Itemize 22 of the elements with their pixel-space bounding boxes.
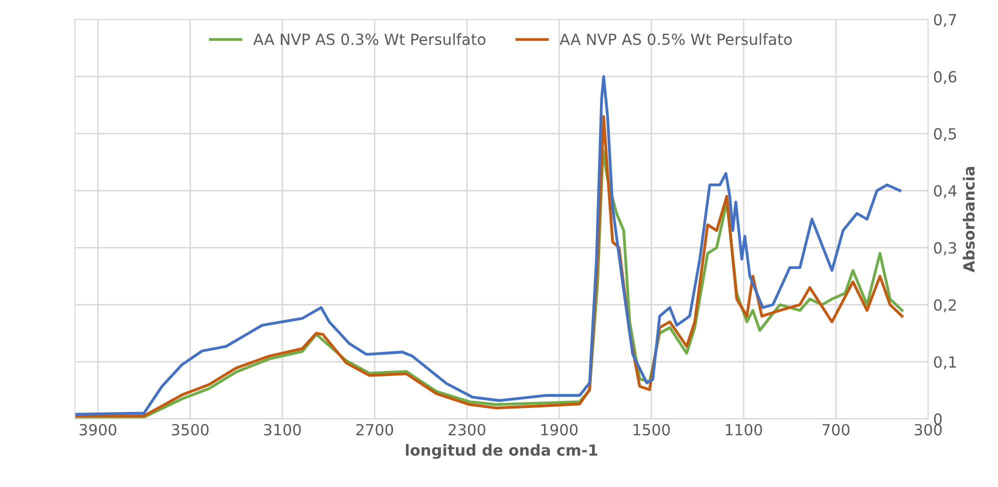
x-tick-label: 2300 — [448, 424, 486, 436]
y-tick-label: 0,6 — [934, 70, 956, 84]
y-tick-label: 0,7 — [934, 14, 956, 28]
x-tick-label: 1900 — [541, 424, 578, 436]
legend-label: AA NVP AS 0.5% Wt Persulfato — [560, 33, 792, 46]
y-axis-title: Absorbancia — [962, 167, 975, 272]
y-tick-label: 0,4 — [934, 185, 956, 198]
x-tick-label: 700 — [822, 424, 850, 436]
x-tick-label: 2700 — [356, 424, 394, 436]
x-tick-label: 1500 — [634, 424, 670, 436]
y-tick-label: 0,1 — [934, 356, 956, 370]
y-tick-label: 0,2 — [934, 299, 956, 312]
legend-label: AA NVP AS 0.3% Wt Persulfato — [253, 33, 486, 46]
x-tick-label: 3100 — [264, 424, 301, 436]
y-tick-label: 0,3 — [934, 242, 956, 256]
y-tick-label: 0 — [934, 413, 942, 425]
y-tick-label: 0,5 — [934, 128, 956, 142]
x-tick-label: 300 — [914, 424, 942, 436]
x-tick-label: 3900 — [80, 424, 116, 436]
x-tick-label: 3500 — [172, 424, 209, 436]
x-axis-title: longitud de onda cm-1 — [406, 444, 598, 459]
x-tick-label: 1100 — [726, 424, 762, 436]
